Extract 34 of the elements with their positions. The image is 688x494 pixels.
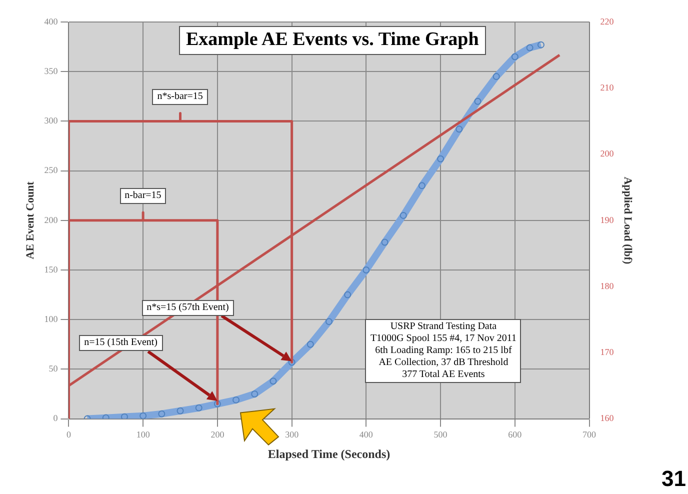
- y2-tick-label: 160: [600, 413, 614, 424]
- x-tick-label: 100: [136, 430, 150, 440]
- y2-tick-label: 210: [600, 82, 614, 92]
- annotation: n-bar=15: [120, 188, 166, 204]
- y-tick-label: 350: [44, 66, 58, 76]
- x-tick-label: 200: [210, 430, 225, 440]
- x-tick-label: 500: [434, 430, 448, 440]
- y-tick-label: 50: [48, 364, 58, 374]
- y2-tick-label: 180: [600, 280, 614, 291]
- y-tick-label: 200: [44, 214, 58, 225]
- x-axis-title: Elapsed Time (Seconds): [268, 446, 390, 461]
- x-tick-label: 300: [285, 430, 300, 440]
- y2-tick-label: 220: [600, 16, 614, 26]
- y-axis-title: AE Event Count: [24, 181, 36, 260]
- annotation: n=15 (15th Event): [79, 335, 163, 352]
- y2-axis-title: Applied Load (lbf): [622, 176, 634, 264]
- y-tick-label: 400: [44, 16, 58, 26]
- x-tick-label: 400: [359, 430, 374, 440]
- x-tick-label: 700: [582, 430, 597, 440]
- text: 31: [662, 466, 686, 492]
- x-tick-label: 0: [66, 430, 72, 440]
- x-tick-label: 600: [508, 430, 522, 440]
- y-tick-label: 250: [44, 165, 58, 176]
- annotation: USRP Strand Testing Data T1000G Spool 155 #4, 17 Nov 2011 6th Loading Ramp: 165 to 215 lbf AE Collection, 37 dB Threshold 377 Total AE Events: [365, 318, 522, 383]
- y2-tick-label: 190: [600, 214, 614, 225]
- y-tick-label: 150: [44, 264, 58, 274]
- y2-tick-label: 170: [600, 347, 614, 358]
- y-tick-label: 300: [44, 116, 58, 126]
- y-tick-label: 0: [53, 413, 58, 424]
- annotation: n*s=15 (57th Event): [142, 300, 234, 316]
- y-tick-label: 100: [44, 314, 58, 324]
- chart-title: Example AE Events vs. Time Graph: [179, 26, 486, 55]
- annotation: n*s-bar=15: [152, 89, 208, 106]
- y2-tick-label: 200: [600, 148, 614, 159]
